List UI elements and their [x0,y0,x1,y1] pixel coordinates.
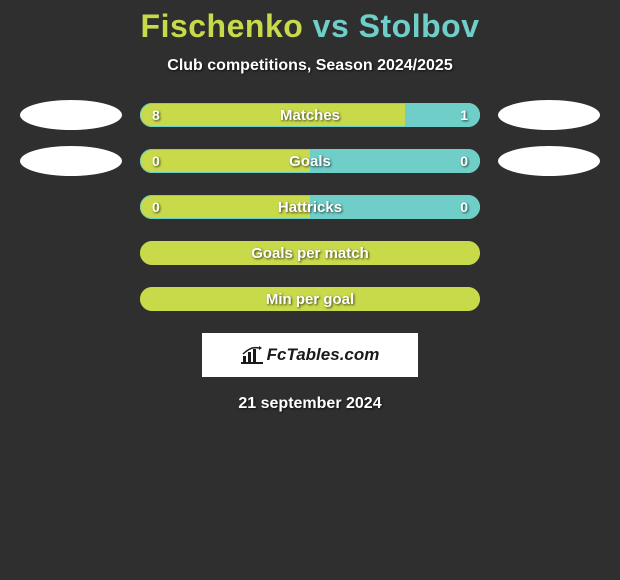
logo-text: FcTables.com [267,345,380,365]
page-title: Fischenko vs Stolbov [0,8,620,45]
comparison-infographic: Fischenko vs Stolbov Club competitions, … [0,0,620,413]
spacer [498,238,600,268]
spacer [20,192,122,222]
logo-box: FcTables.com [202,333,418,377]
stat-label: Goals per match [140,241,480,265]
title-player2: Stolbov [359,8,480,44]
stat-bar: Goals per match [140,241,480,265]
stat-row: Goals per match [0,241,620,265]
stats-section: 81Matches 00Goals 00Hattricks Goals per mat… [0,103,620,311]
spacer [498,284,600,314]
spacer [20,284,122,314]
stat-label: Goals [140,149,480,173]
title-vs: vs [313,8,350,44]
player-photo-right [498,100,600,130]
subtitle: Club competitions, Season 2024/2025 [0,57,620,75]
stat-bar: 00Goals [140,149,480,173]
player-photo-left [20,100,122,130]
stat-row: 00Hattricks [0,195,620,219]
stat-label: Matches [140,103,480,127]
player-photo-right [498,146,600,176]
stat-row: Min per goal [0,287,620,311]
stat-label: Hattricks [140,195,480,219]
spacer [498,192,600,222]
chart-icon [241,346,263,364]
logo: FcTables.com [241,345,380,365]
player-photo-left [20,146,122,176]
stat-row: 00Goals [0,149,620,173]
date: 21 september 2024 [0,395,620,413]
title-player1: Fischenko [141,8,304,44]
stat-label: Min per goal [140,287,480,311]
stat-bar: 81Matches [140,103,480,127]
stat-bar: 00Hattricks [140,195,480,219]
spacer [20,238,122,268]
stat-row: 81Matches [0,103,620,127]
stat-bar: Min per goal [140,287,480,311]
